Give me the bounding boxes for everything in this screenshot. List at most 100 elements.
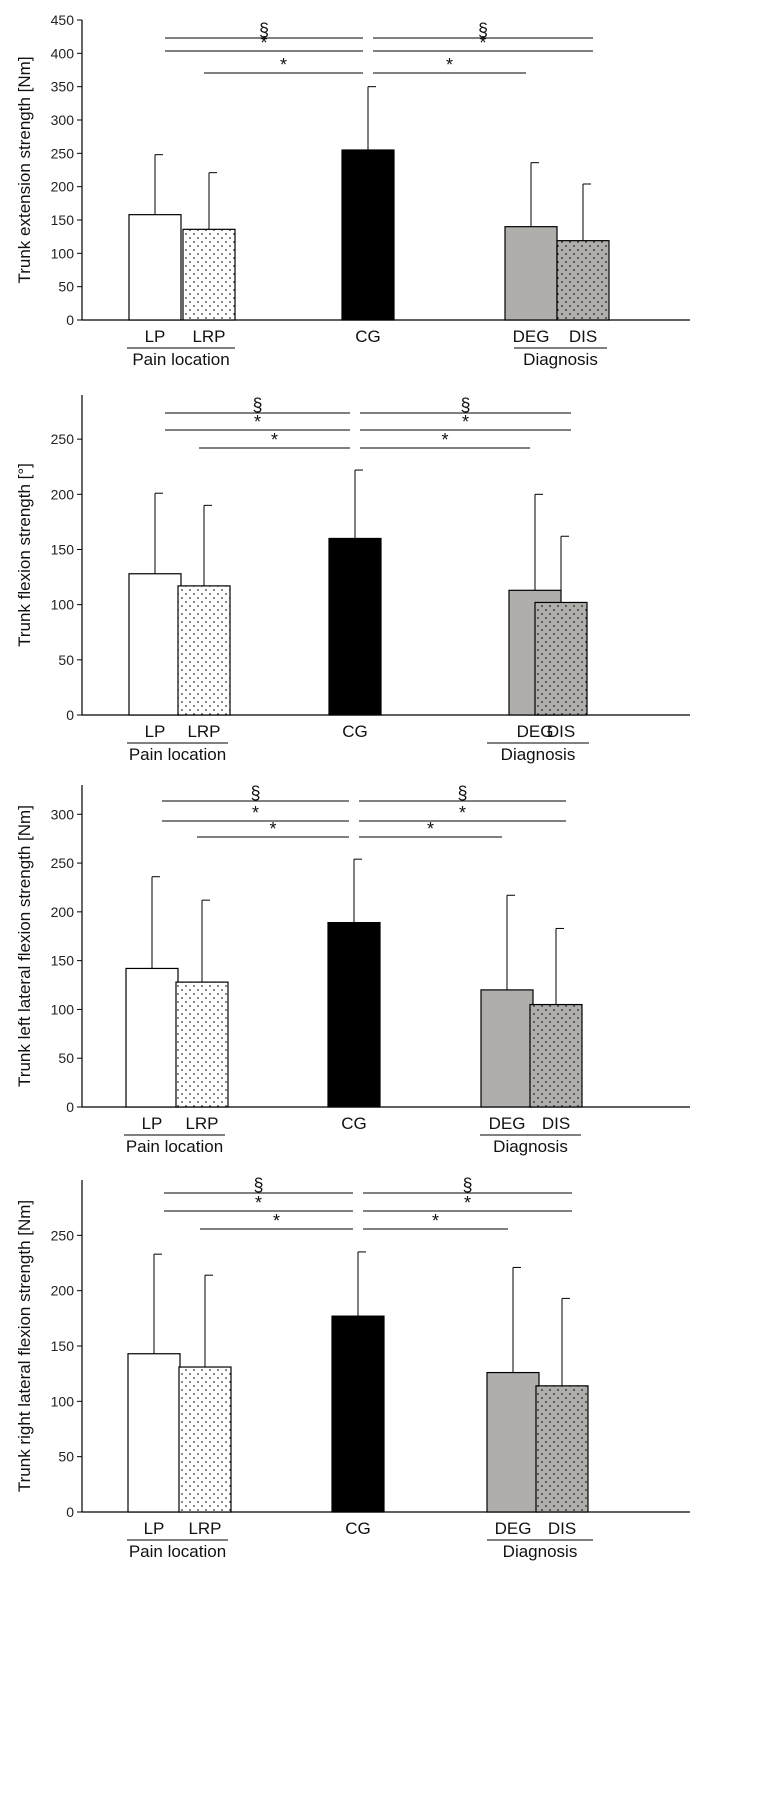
category-label-lp: LP (145, 327, 166, 346)
chart-panel: 0 50 100 150 200 250 300 Trunk left lateral fle… (15, 783, 690, 1156)
significance-symbol: * (271, 430, 278, 450)
significance-symbol: § (252, 395, 262, 415)
bar-lrp (182, 228, 236, 321)
chart-panel: 0 50 100 150 200 250 300 350 400 450 Trunk extensi… (15, 12, 690, 369)
category-label-lp: LP (142, 1114, 163, 1133)
bar-lp (128, 214, 182, 321)
group-label-diagnosis: Diagnosis (503, 1542, 578, 1561)
bar-lp (127, 1353, 181, 1513)
y-tick-label: 50 (58, 1050, 74, 1066)
y-tick-label: 100 (51, 597, 75, 613)
category-label-dis: DIS (542, 1114, 570, 1133)
significance-symbol: * (252, 803, 259, 823)
category-label-dis: DIS (547, 722, 575, 741)
bar-cg (331, 1315, 385, 1513)
category-label-lrp: LRP (192, 327, 225, 346)
y-tick-label: 200 (51, 486, 75, 502)
y-tick-label: 100 (51, 1393, 75, 1409)
y-tick-label: 250 (51, 1227, 75, 1243)
y-tick-label: 200 (51, 904, 75, 920)
significance-symbol: * (462, 412, 469, 432)
significance-symbol: * (432, 1211, 439, 1231)
group-label-pain-location: Pain location (129, 745, 226, 764)
category-label-cg: CG (355, 327, 381, 346)
y-axis-label: Trunk flexion strength [°] (15, 463, 34, 647)
significance-symbol: * (459, 803, 466, 823)
group-label-pain-location: Pain location (132, 350, 229, 369)
y-axis-label: Trunk left lateral flexion strength [Nm] (15, 805, 34, 1087)
y-tick-label: 0 (66, 1504, 74, 1520)
category-label-deg: DEG (513, 327, 550, 346)
significance-symbol: * (446, 55, 453, 75)
category-label-lrp: LRP (188, 1519, 221, 1538)
y-tick-label: 200 (51, 179, 75, 195)
y-tick-label: 450 (51, 12, 75, 28)
significance-symbol: § (462, 1175, 472, 1195)
bar-lrp (178, 1366, 232, 1513)
significance-symbol: * (255, 1193, 262, 1213)
bar-deg (480, 989, 534, 1108)
bar-dis (529, 1003, 583, 1108)
bar-lrp (177, 585, 231, 716)
category-label-dis: DIS (548, 1519, 576, 1538)
y-axis-label: Trunk right lateral flexion strength [Nm… (15, 1200, 34, 1492)
significance-symbol: § (457, 783, 467, 803)
significance-symbol: * (441, 430, 448, 450)
bar-deg (486, 1371, 540, 1513)
y-tick-label: 150 (51, 212, 75, 228)
group-label-diagnosis: Diagnosis (501, 745, 576, 764)
y-tick-label: 0 (66, 312, 74, 328)
y-tick-label: 100 (51, 1001, 75, 1017)
y-tick-label: 350 (51, 79, 75, 95)
bar-dis (535, 1385, 589, 1513)
y-tick-label: 250 (51, 855, 75, 871)
category-label-lrp: LRP (187, 722, 220, 741)
y-tick-label: 0 (66, 1099, 74, 1115)
y-tick-label: 250 (51, 145, 75, 161)
category-label-lp: LP (144, 1519, 165, 1538)
y-tick-label: 250 (51, 431, 75, 447)
y-tick-label: 150 (51, 953, 75, 969)
bar-lrp (175, 981, 229, 1108)
y-tick-label: 0 (66, 707, 74, 723)
y-tick-label: 150 (51, 541, 75, 557)
category-label-deg: DEG (495, 1519, 532, 1538)
y-tick-label: 150 (51, 1338, 75, 1354)
bar-cg (328, 537, 382, 716)
significance-symbol: * (269, 819, 276, 839)
y-tick-label: 400 (51, 45, 75, 61)
bar-lp (128, 573, 182, 716)
y-tick-label: 50 (58, 652, 74, 668)
category-label-cg: CG (342, 722, 368, 741)
category-label-lrp: LRP (185, 1114, 218, 1133)
significance-symbol: § (250, 783, 260, 803)
y-tick-label: 200 (51, 1283, 75, 1299)
chart-panel: 0 50 100 150 200 250 Trunk flexion strength [°… (15, 395, 690, 764)
bar-cg (327, 921, 381, 1108)
bar-lp (125, 967, 179, 1108)
category-label-lp: LP (145, 722, 166, 741)
significance-symbol: * (273, 1211, 280, 1231)
significance-symbol: * (254, 412, 261, 432)
significance-symbol: * (260, 33, 267, 53)
category-label-cg: CG (345, 1519, 371, 1538)
y-tick-label: 300 (51, 806, 75, 822)
bar-deg (504, 226, 558, 321)
category-label-deg: DEG (489, 1114, 526, 1133)
y-axis-label: Trunk extension strength [Nm] (15, 56, 34, 283)
group-label-diagnosis: Diagnosis (493, 1137, 568, 1156)
significance-symbol: * (479, 33, 486, 53)
significance-symbol: § (259, 20, 269, 40)
chart-panel: 0 50 100 150 200 250 Trunk right lateral flexi… (15, 1175, 690, 1561)
category-label-cg: CG (341, 1114, 367, 1133)
significance-symbol: * (280, 55, 287, 75)
y-tick-label: 50 (58, 1449, 74, 1465)
significance-symbol: § (478, 20, 488, 40)
bar-cg (341, 149, 395, 321)
group-label-pain-location: Pain location (129, 1542, 226, 1561)
category-label-dis: DIS (569, 327, 597, 346)
group-label-diagnosis: Diagnosis (523, 350, 598, 369)
significance-symbol: § (253, 1175, 263, 1195)
group-label-pain-location: Pain location (126, 1137, 223, 1156)
